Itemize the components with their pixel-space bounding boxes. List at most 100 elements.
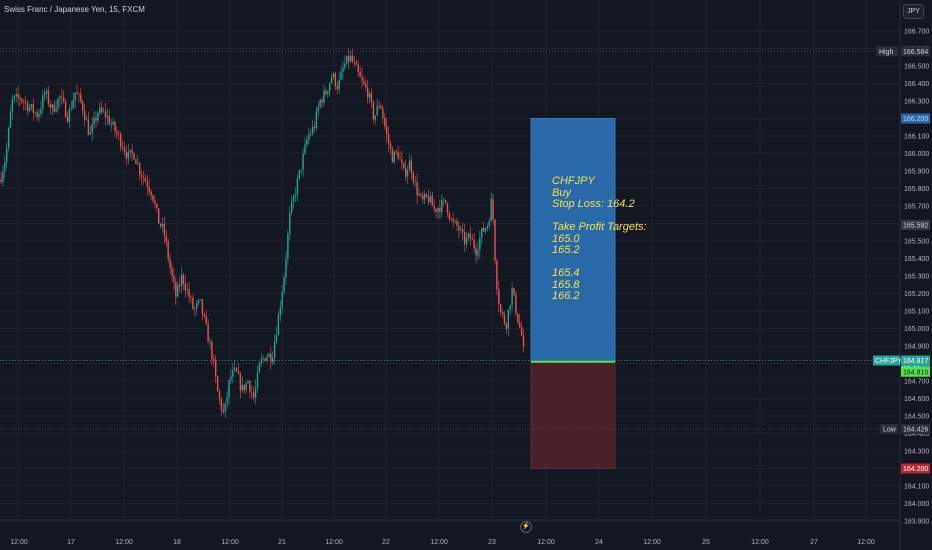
candle-body [68, 108, 71, 122]
candle-body [239, 374, 242, 391]
x-tick-label: 22 [382, 539, 390, 546]
candle-body [416, 181, 418, 196]
candle-body [78, 94, 80, 95]
x-tick-label: 17 [67, 539, 75, 546]
high-tag-bg [901, 46, 930, 57]
candle-body [30, 104, 33, 108]
candle-body [342, 67, 344, 72]
candle-body [340, 71, 342, 80]
candle-body [329, 82, 331, 92]
y-tick-label: 165.700 [904, 204, 929, 211]
candle-body [486, 225, 489, 229]
candle-body [201, 299, 204, 315]
candle-body [121, 146, 124, 149]
candle-body [66, 116, 69, 122]
candle-body [173, 275, 175, 282]
chart-title: Swiss Franc / Japanese Yen, 15, FXCM [4, 5, 145, 14]
y-tick-label: 166.500 [904, 64, 929, 71]
candle-body [463, 232, 466, 244]
candle-body [64, 101, 67, 117]
currency-button[interactable]: JPY [903, 4, 924, 19]
candle-body [279, 306, 281, 316]
loss-zone [530, 361, 616, 469]
candle-body [44, 93, 46, 95]
y-tick-label: 164.400 [904, 431, 929, 438]
take-profit-tag-bg [901, 113, 930, 124]
candle-body [517, 313, 519, 323]
candle-body [273, 341, 276, 358]
candle-body [102, 111, 105, 112]
candle-body [382, 108, 384, 118]
candle-body [215, 361, 217, 377]
candle-body [104, 111, 107, 118]
candle-body [431, 196, 433, 207]
candle-body [357, 64, 359, 72]
candle-body [21, 99, 23, 102]
candle-body [226, 397, 228, 404]
candle-body [7, 127, 10, 149]
y-tick-label: 164.000 [904, 501, 929, 508]
candle-body [378, 105, 380, 107]
candle-body [135, 159, 137, 164]
x-tick-label: 27 [810, 539, 818, 546]
candle-body [355, 62, 357, 65]
candle-body [330, 77, 333, 83]
candle-body [492, 198, 494, 220]
last-label-bg [873, 355, 900, 366]
candle-body [507, 309, 509, 329]
candle-body [11, 98, 14, 113]
candle-body [196, 303, 198, 309]
candle-body [154, 200, 156, 204]
candle-body [294, 194, 297, 197]
x-tick-label: 24 [595, 539, 603, 546]
candle-body [306, 140, 308, 145]
candle-body [161, 223, 164, 227]
candle-body [59, 96, 61, 99]
grid [0, 0, 901, 550]
y-tick-label: 165.200 [904, 291, 929, 298]
candle-body [118, 133, 120, 135]
candles [0, 48, 525, 419]
x-tick-label: 23 [488, 539, 496, 546]
candle-body [165, 235, 167, 242]
note-line: Buy [552, 186, 571, 199]
candle-body [277, 315, 280, 335]
candle-body [262, 358, 264, 359]
candle-body [490, 198, 492, 221]
candle-body [349, 55, 352, 62]
y-tick-label: 164.900 [904, 344, 929, 351]
candle-body [133, 153, 135, 160]
candle-body [315, 111, 318, 129]
candle-body [131, 150, 133, 154]
candle-body [32, 104, 34, 113]
candle-body [412, 173, 414, 182]
candle-body [391, 149, 394, 163]
candle-body [156, 203, 158, 209]
candle-body [61, 96, 63, 98]
mid-tag: 165.592 [903, 222, 928, 229]
candle-body [258, 363, 261, 373]
candle-body [23, 101, 25, 103]
high-label: High [879, 49, 894, 56]
candle-body [148, 187, 150, 192]
candle-body [142, 176, 145, 179]
candle-body [95, 117, 97, 121]
last-label: CHFJPY [875, 358, 903, 365]
lightning-icon[interactable]: ⚡ [520, 521, 532, 533]
price-tags: High 166.584 166.200 165.592 Low 164.426 164.2… [873, 46, 930, 474]
candle-body [169, 258, 171, 268]
x-tick-label: 12:00 [115, 539, 133, 546]
candle-body [519, 322, 521, 328]
x-tick-label: 25 [702, 539, 710, 546]
candle-body [456, 220, 458, 226]
candle-body [302, 153, 304, 170]
candle-body [368, 93, 371, 98]
candle-body [80, 94, 82, 102]
candle-body [482, 228, 485, 232]
y-tick-label: 164.100 [904, 484, 929, 491]
candle-body [144, 178, 147, 182]
candle-body [513, 288, 515, 295]
candle-body [127, 151, 129, 159]
y-tick-label: 166.700 [904, 29, 929, 36]
